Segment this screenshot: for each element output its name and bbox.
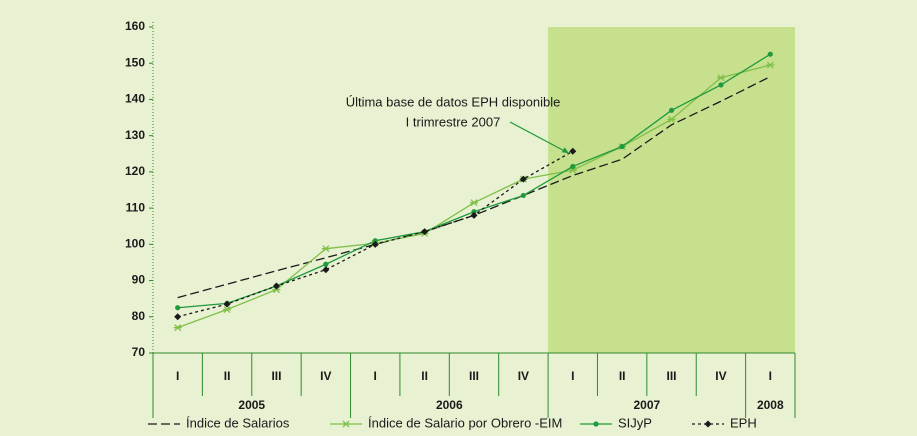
year-label: 2005 <box>238 398 265 412</box>
point <box>593 421 599 427</box>
point <box>519 175 527 183</box>
x-tick-label: I <box>176 369 179 383</box>
x-tick-label: I <box>769 369 772 383</box>
year-label: 2007 <box>633 398 660 412</box>
x-tick-label: I <box>571 369 574 383</box>
y-tick-label: 80 <box>132 309 146 323</box>
x-tick-label: III <box>271 369 281 383</box>
y-tick-label: 160 <box>125 19 145 33</box>
point <box>372 238 378 244</box>
y-tick-label: 140 <box>125 92 145 106</box>
highlight-region <box>548 27 795 353</box>
x-tick-label: II <box>421 369 428 383</box>
annotation-arrow <box>509 121 570 154</box>
point <box>421 228 429 236</box>
point <box>175 305 181 311</box>
x-tick-label: IV <box>518 369 529 383</box>
point <box>223 306 232 313</box>
y-tick-label: 70 <box>132 345 146 359</box>
point <box>223 300 231 308</box>
point <box>704 420 712 428</box>
point <box>342 420 350 428</box>
point <box>520 192 526 199</box>
point <box>718 82 724 88</box>
x-tick-label: III <box>469 369 479 383</box>
legend-label: Índice de Salario por Obrero -EIM <box>368 415 562 430</box>
x-tick-label: II <box>619 369 626 383</box>
point <box>570 163 576 170</box>
legend-label: SIJyP <box>618 415 652 430</box>
x-tick-label: III <box>667 369 677 383</box>
point <box>173 324 182 332</box>
point <box>766 61 775 69</box>
point <box>668 107 675 113</box>
y-tick-label: 120 <box>125 164 145 178</box>
x-tick-label: IV <box>715 369 726 383</box>
y-tick-label: 90 <box>132 273 146 287</box>
y-tick-label: 130 <box>125 128 145 142</box>
y-tick-label: 150 <box>125 55 145 69</box>
point <box>471 209 477 215</box>
point <box>371 240 379 248</box>
annotation: Última base de datos EPH disponible <box>346 94 561 109</box>
x-tick-label: I <box>374 369 377 383</box>
point <box>470 211 478 219</box>
x-tick-label: II <box>224 369 231 383</box>
year-label: 2006 <box>436 398 463 412</box>
point <box>716 74 725 82</box>
point <box>174 313 182 321</box>
legend-label: EPH <box>730 415 757 430</box>
point <box>321 245 330 253</box>
point <box>767 51 773 57</box>
point <box>569 147 577 155</box>
legend-label: Índice de Salarios <box>186 415 290 430</box>
point <box>470 199 478 207</box>
y-tick-label: 110 <box>126 200 146 214</box>
y-tick-label: 100 <box>125 237 145 251</box>
point <box>667 115 676 123</box>
arrow-head <box>561 147 569 154</box>
x-tick-label: IV <box>320 369 331 383</box>
point <box>272 282 280 290</box>
point <box>619 143 625 150</box>
year-label: 2008 <box>757 398 784 412</box>
point <box>322 266 330 274</box>
annotation: I trimrestre 2007 <box>406 114 501 129</box>
point <box>323 261 329 267</box>
